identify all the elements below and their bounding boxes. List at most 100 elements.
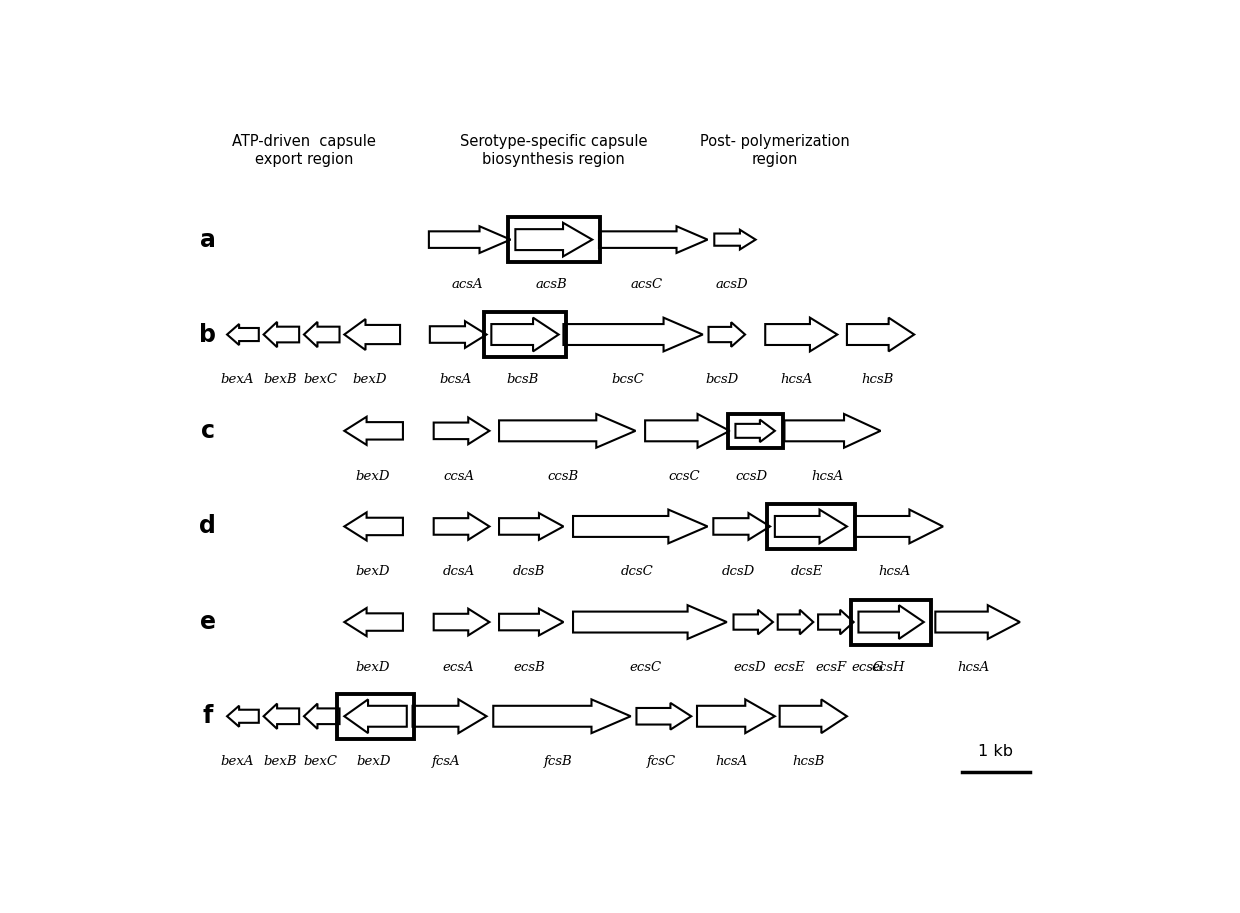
- Polygon shape: [636, 703, 691, 729]
- Text: bcsC: bcsC: [611, 373, 645, 386]
- Polygon shape: [434, 609, 490, 635]
- Polygon shape: [734, 610, 773, 635]
- Text: ecsB: ecsB: [513, 661, 544, 674]
- Polygon shape: [858, 605, 924, 639]
- Polygon shape: [697, 699, 775, 733]
- Text: ecsG: ecsG: [852, 661, 884, 674]
- Polygon shape: [785, 414, 880, 447]
- Polygon shape: [430, 321, 486, 348]
- Bar: [507, 217, 600, 262]
- Polygon shape: [599, 226, 708, 253]
- Polygon shape: [498, 513, 563, 540]
- Text: acsA: acsA: [451, 278, 484, 291]
- Polygon shape: [498, 609, 563, 635]
- Polygon shape: [304, 322, 340, 347]
- Polygon shape: [775, 509, 847, 543]
- Text: ecsC: ecsC: [629, 661, 661, 674]
- Polygon shape: [494, 699, 631, 733]
- Bar: [768, 504, 854, 549]
- Text: bcsA: bcsA: [440, 373, 472, 386]
- Text: bexA: bexA: [219, 755, 253, 768]
- Text: bexC: bexC: [304, 755, 337, 768]
- Text: ATP-driven  capsule
export region: ATP-driven capsule export region: [232, 134, 376, 166]
- Polygon shape: [735, 420, 775, 442]
- Text: hcsA: hcsA: [879, 565, 911, 578]
- Polygon shape: [765, 318, 837, 352]
- Polygon shape: [345, 319, 401, 350]
- Text: bexC: bexC: [304, 373, 337, 386]
- Polygon shape: [434, 417, 490, 445]
- Text: a: a: [200, 227, 216, 252]
- Text: ecsD: ecsD: [734, 661, 766, 674]
- Text: c: c: [201, 419, 215, 443]
- Text: Serotype-specific capsule
biosynthesis region: Serotype-specific capsule biosynthesis r…: [460, 134, 647, 166]
- Polygon shape: [573, 509, 708, 543]
- Text: Post- polymerization
region: Post- polymerization region: [699, 134, 849, 166]
- Polygon shape: [498, 414, 635, 447]
- Bar: [336, 694, 414, 739]
- Text: ccsD: ccsD: [735, 469, 768, 482]
- Text: hcsB: hcsB: [792, 755, 825, 768]
- Polygon shape: [304, 704, 340, 729]
- Text: dcsA: dcsA: [443, 565, 475, 578]
- Polygon shape: [429, 226, 511, 253]
- Polygon shape: [227, 324, 259, 345]
- Bar: [851, 600, 931, 645]
- Text: ecsE: ecsE: [774, 661, 805, 674]
- Polygon shape: [780, 699, 847, 733]
- Text: ccsB: ccsB: [548, 469, 579, 482]
- Text: hcsB: hcsB: [862, 373, 894, 386]
- Text: ecsH: ecsH: [872, 661, 905, 674]
- Text: f: f: [202, 704, 213, 729]
- Text: ecsF: ecsF: [815, 661, 846, 674]
- Text: acsD: acsD: [715, 278, 748, 291]
- Polygon shape: [714, 230, 755, 249]
- Text: bexD: bexD: [357, 755, 392, 768]
- Text: dcsE: dcsE: [790, 565, 822, 578]
- Text: fcsC: fcsC: [647, 755, 676, 768]
- Polygon shape: [713, 513, 770, 540]
- Text: hcsA: hcsA: [715, 755, 748, 768]
- Text: bexD: bexD: [352, 373, 387, 386]
- Text: ccsA: ccsA: [443, 469, 474, 482]
- Text: fcsA: fcsA: [432, 755, 460, 768]
- Text: dcsC: dcsC: [621, 565, 653, 578]
- Text: acsB: acsB: [536, 278, 568, 291]
- Bar: [728, 414, 782, 447]
- Polygon shape: [264, 704, 299, 729]
- Polygon shape: [345, 512, 403, 540]
- Polygon shape: [854, 509, 942, 543]
- Polygon shape: [345, 608, 403, 636]
- Bar: [484, 312, 567, 357]
- Text: ccsC: ccsC: [668, 469, 701, 482]
- Polygon shape: [847, 318, 914, 352]
- Polygon shape: [818, 610, 853, 635]
- Polygon shape: [563, 318, 703, 352]
- Polygon shape: [777, 610, 813, 635]
- Text: ecsA: ecsA: [443, 661, 475, 674]
- Text: d: d: [200, 514, 216, 539]
- Text: b: b: [200, 322, 216, 347]
- Text: hcsA: hcsA: [811, 469, 844, 482]
- Text: dcsD: dcsD: [722, 565, 755, 578]
- Text: bexD: bexD: [355, 565, 389, 578]
- Polygon shape: [227, 706, 259, 727]
- Text: acsC: acsC: [631, 278, 663, 291]
- Polygon shape: [413, 699, 486, 733]
- Text: bexB: bexB: [263, 373, 296, 386]
- Polygon shape: [345, 416, 403, 445]
- Polygon shape: [345, 699, 407, 733]
- Polygon shape: [516, 223, 593, 257]
- Text: bexD: bexD: [355, 661, 389, 674]
- Polygon shape: [935, 605, 1019, 639]
- Polygon shape: [491, 318, 558, 352]
- Text: 1 kb: 1 kb: [978, 744, 1013, 759]
- Text: bexA: bexA: [219, 373, 253, 386]
- Polygon shape: [434, 513, 490, 540]
- Text: hcsA: hcsA: [957, 661, 990, 674]
- Polygon shape: [264, 322, 299, 347]
- Text: dcsB: dcsB: [512, 565, 546, 578]
- Text: bcsB: bcsB: [507, 373, 539, 386]
- Polygon shape: [708, 322, 745, 347]
- Text: hcsA: hcsA: [781, 373, 813, 386]
